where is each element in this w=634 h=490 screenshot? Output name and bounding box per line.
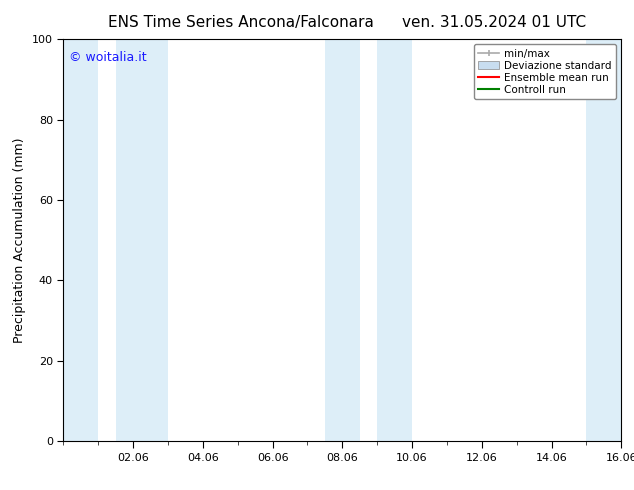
Text: ENS Time Series Ancona/Falconara: ENS Time Series Ancona/Falconara	[108, 15, 374, 30]
Bar	[377, 39, 412, 441]
Text: © woitalia.it: © woitalia.it	[69, 51, 146, 64]
Bar	[63, 39, 98, 441]
Bar	[586, 39, 621, 441]
Text: ven. 31.05.2024 01 UTC: ven. 31.05.2024 01 UTC	[403, 15, 586, 30]
Bar	[115, 39, 168, 441]
Y-axis label: Precipitation Accumulation (mm): Precipitation Accumulation (mm)	[13, 137, 27, 343]
Bar	[325, 39, 359, 441]
Legend: min/max, Deviazione standard, Ensemble mean run, Controll run: min/max, Deviazione standard, Ensemble m…	[474, 45, 616, 99]
